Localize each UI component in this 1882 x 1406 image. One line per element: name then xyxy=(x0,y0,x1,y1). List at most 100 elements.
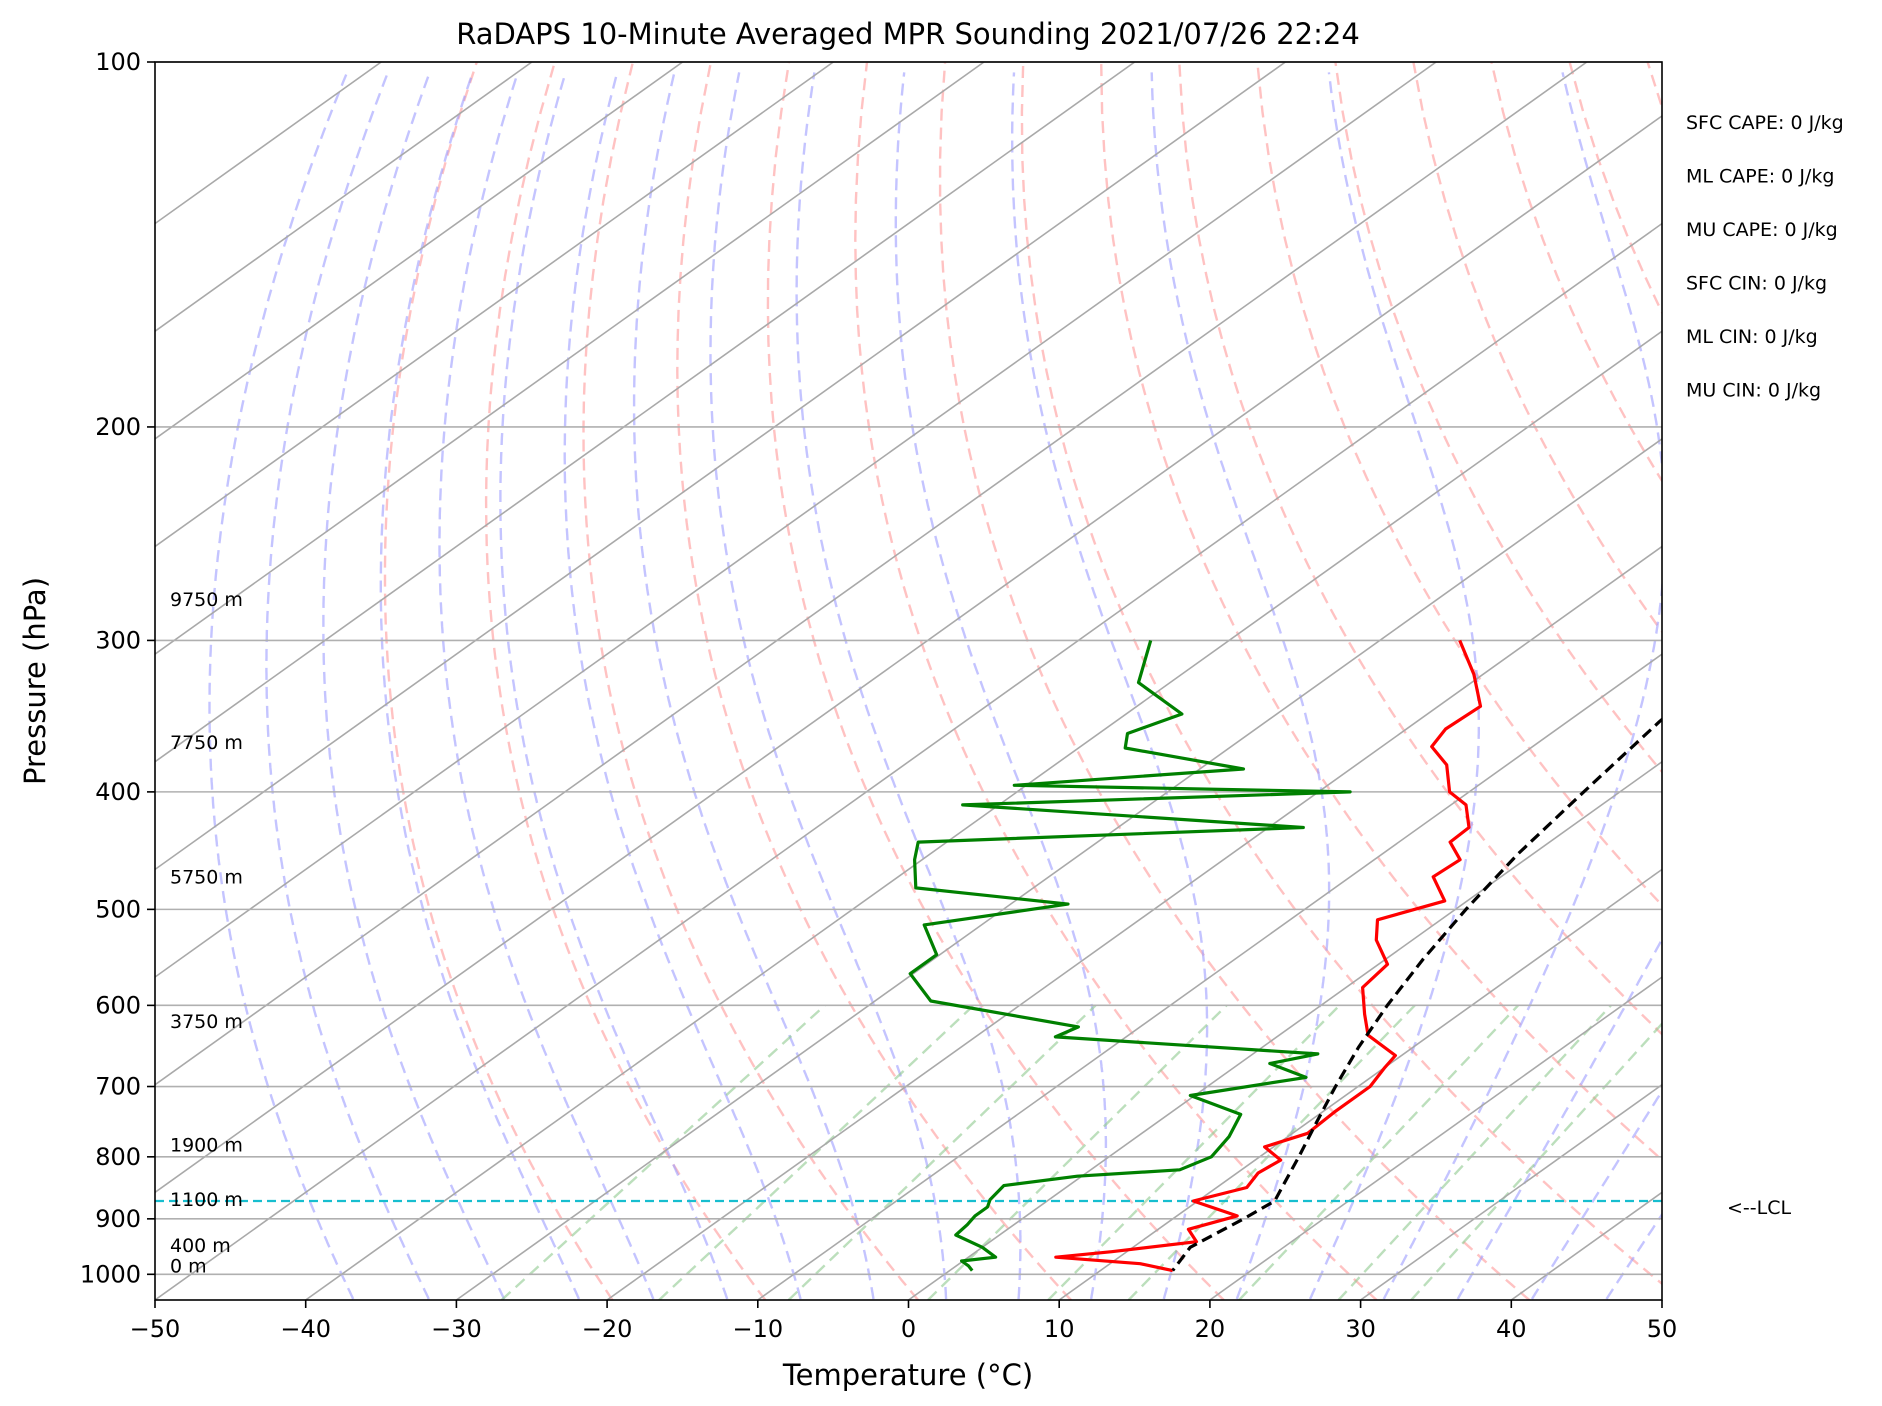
dry-adiabat-line xyxy=(383,62,614,1300)
dry-adiabat-line xyxy=(1178,62,1662,1036)
moist-adiabat-line xyxy=(438,72,655,1300)
moist-adiabat-line xyxy=(632,72,875,1300)
y-axis-ticks: 100 200 300 400 500 600 700 800 900 1000 xyxy=(80,48,155,1288)
mixing-ratio-line xyxy=(1410,1022,1662,1300)
x-axis-ticks: −50 −40 −30 −20 −10 0 10 20 30 40 50 xyxy=(130,1300,1677,1343)
x-tick-label: 40 xyxy=(1496,1315,1527,1343)
moist-adiabat-line xyxy=(499,72,729,1300)
x-tick-label: −20 xyxy=(582,1315,633,1343)
y-tick-label: 1000 xyxy=(80,1260,141,1288)
isotherm-line xyxy=(1058,868,1662,1300)
y-tick-label: 500 xyxy=(95,895,141,923)
mixing-ratio-line xyxy=(1047,1004,1341,1300)
moist-adiabat-line xyxy=(322,71,506,1300)
plot-frame xyxy=(154,61,1663,1301)
dry-adiabat-line xyxy=(1412,62,1662,634)
dry-adiabat-line xyxy=(1100,62,1662,1162)
mixing-ratio-line xyxy=(787,1004,1097,1300)
x-tick-label: −50 xyxy=(130,1315,181,1343)
isotherm-line xyxy=(155,62,1437,979)
moist-adiabat-line xyxy=(709,72,948,1300)
moist-adiabat-line xyxy=(1150,72,1331,1300)
dewpoint-profile-line xyxy=(908,639,1352,1272)
dry-adiabat-line xyxy=(676,62,1072,1300)
dry-adiabat-line xyxy=(766,62,1225,1300)
height-label: 7750 m xyxy=(170,732,243,754)
moist-adiabats xyxy=(208,71,1662,1300)
isotherm-line xyxy=(155,62,1136,763)
mixing-ratio-line xyxy=(1127,1004,1416,1300)
isotherm-line xyxy=(1510,1191,1662,1300)
dry-adiabat-line xyxy=(854,62,1378,1300)
stability-indices: SFC CAPE: 0 J/kg ML CAPE: 0 J/kg MU CAPE: … xyxy=(1686,112,1844,402)
moist-adiabat-line xyxy=(1308,72,1481,1300)
x-tick-label: −10 xyxy=(732,1315,783,1343)
isobars xyxy=(155,61,1662,1276)
moist-adiabat-line xyxy=(208,71,355,1300)
x-tick-label: 30 xyxy=(1345,1315,1376,1343)
isotherm-line xyxy=(1209,976,1662,1300)
dry-adiabat-line xyxy=(938,62,1531,1300)
mixing-ratio-line xyxy=(1337,1004,1612,1300)
y-tick-label: 300 xyxy=(95,626,141,654)
moist-adiabat-line xyxy=(1530,1088,1662,1300)
dry-adiabat-line xyxy=(1726,62,1882,1300)
x-axis-label: Temperature (°C) xyxy=(782,1358,1033,1392)
isotherm-line xyxy=(155,62,1286,871)
height-label: 9750 m xyxy=(170,589,243,611)
isotherm-line xyxy=(155,62,533,333)
dry-adiabat-line xyxy=(1646,62,1662,112)
height-label: 3750 m xyxy=(170,1011,243,1033)
height-label: 0 m xyxy=(170,1255,207,1277)
y-tick-label: 200 xyxy=(95,413,141,441)
isotherm-line xyxy=(1360,1083,1662,1300)
isotherm-line xyxy=(155,62,1588,1086)
stability-index-text: MU CIN: 0 J/kg xyxy=(1686,380,1821,402)
x-tick-label: 0 xyxy=(901,1315,916,1343)
chart-title: RaDAPS 10-Minute Averaged MPR Sounding 2… xyxy=(456,17,1360,51)
dry-adiabat-line xyxy=(1334,62,1662,774)
y-tick-label: 400 xyxy=(95,778,141,806)
isotherm-line xyxy=(155,62,684,440)
isotherm-line xyxy=(155,62,985,656)
height-label: 1900 m xyxy=(170,1135,243,1157)
isotherm-line xyxy=(455,437,1662,1300)
moist-adiabat-line xyxy=(795,72,1022,1299)
sounding-profiles xyxy=(908,639,1662,1273)
y-tick-label: 700 xyxy=(95,1073,141,1101)
mixing-ratio-line xyxy=(658,1004,975,1300)
dry-adiabat-line xyxy=(1804,62,1882,1300)
parcel-profile-line xyxy=(1171,717,1662,1272)
moist-adiabat-line xyxy=(265,71,430,1300)
isotherm-line xyxy=(155,62,834,548)
isotherm-line xyxy=(155,114,1662,1194)
dry-adiabat-line xyxy=(1568,62,1662,315)
isotherm-line xyxy=(757,653,1662,1300)
height-labels: 9750 m 7750 m 5750 m 3750 m 1900 m 1100 m 400 … xyxy=(170,589,243,1277)
y-tick-label: 600 xyxy=(95,991,141,1019)
isotherm-line xyxy=(1661,1299,1662,1300)
stability-index-text: SFC CAPE: 0 J/kg xyxy=(1686,112,1844,134)
dry-adiabat-line xyxy=(484,62,767,1300)
mixing-ratio-line xyxy=(1238,1004,1519,1300)
dry-adiabat-line xyxy=(582,62,920,1300)
dry-adiabat-line xyxy=(1490,62,1662,483)
y-tick-label: 800 xyxy=(95,1143,141,1171)
stability-index-text: MU CAPE: 0 J/kg xyxy=(1686,219,1838,241)
dry-adiabat-line xyxy=(1020,62,1662,1286)
temperature-profile-line xyxy=(1054,639,1483,1273)
isotherm-line xyxy=(305,330,1662,1300)
lcl-label: <--LCL xyxy=(1727,1197,1791,1219)
height-label: 1100 m xyxy=(170,1189,243,1211)
x-tick-label: 20 xyxy=(1195,1315,1226,1343)
moist-adiabat-line xyxy=(379,72,581,1300)
y-axis-label: Pressure (hPa) xyxy=(18,577,52,785)
y-tick-label: 900 xyxy=(95,1205,141,1233)
x-tick-label: −30 xyxy=(431,1315,482,1343)
isotherms xyxy=(155,62,1662,1300)
stability-index-text: ML CIN: 0 J/kg xyxy=(1686,326,1818,348)
height-label: 5750 m xyxy=(170,867,243,889)
moist-adiabat-line xyxy=(1382,72,1662,1300)
stability-index-text: ML CAPE: 0 J/kg xyxy=(1686,166,1834,188)
